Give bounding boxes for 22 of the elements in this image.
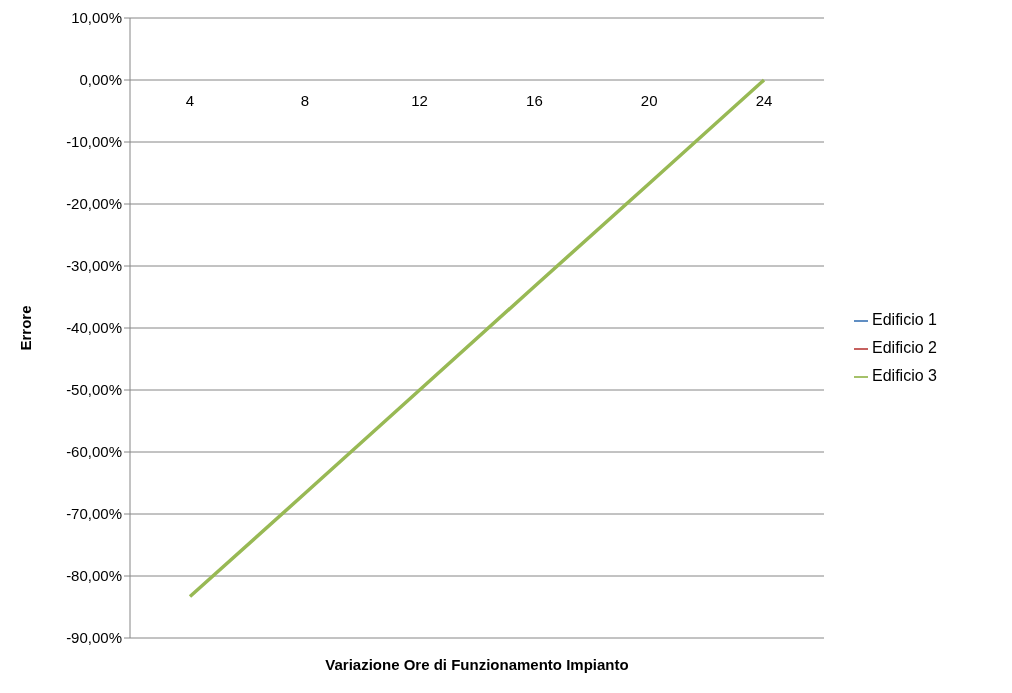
x-axis-title: Variazione Ore di Funzionamento Impianto — [325, 656, 629, 673]
y-tick-label: -40,00% — [66, 319, 122, 337]
y-tick-label: -70,00% — [66, 505, 122, 523]
y-tick-label: 10,00% — [71, 9, 122, 27]
y-tick-label: -50,00% — [66, 381, 122, 399]
y-tick-label: -30,00% — [66, 257, 122, 275]
y-tick-label: -10,00% — [66, 133, 122, 151]
y-tick-label: 0,00% — [79, 71, 122, 89]
y-tick-label: -60,00% — [66, 443, 122, 461]
y-axis-title: Errore — [17, 305, 35, 351]
y-tick-label: -80,00% — [66, 567, 122, 585]
x-tick-label: 12 — [411, 92, 428, 109]
legend-label: Edificio 2 — [872, 339, 937, 356]
x-tick-label: 8 — [300, 92, 309, 109]
x-tick-label: 16 — [526, 92, 543, 109]
legend-label: Edificio 3 — [872, 367, 937, 384]
x-tick-label: 24 — [755, 92, 773, 109]
x-tick-label: 20 — [640, 92, 658, 109]
y-tick-label: -90,00% — [66, 629, 122, 647]
y-tick-label: -20,00% — [66, 195, 122, 213]
legend-label: Edificio 1 — [872, 311, 937, 328]
x-tick-label: 4 — [185, 92, 195, 109]
